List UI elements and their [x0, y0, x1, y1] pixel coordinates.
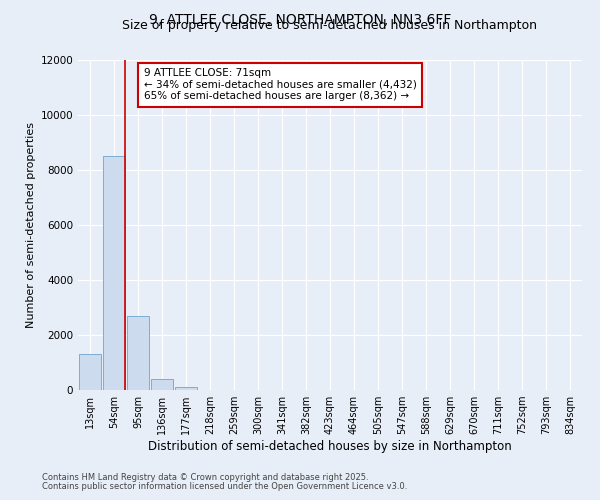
Bar — [151, 379, 173, 390]
Title: Size of property relative to semi-detached houses in Northampton: Size of property relative to semi-detach… — [122, 20, 538, 32]
Text: 9, ATTLEE CLOSE, NORTHAMPTON, NN3 6FF: 9, ATTLEE CLOSE, NORTHAMPTON, NN3 6FF — [149, 12, 451, 26]
Y-axis label: Number of semi-detached properties: Number of semi-detached properties — [26, 122, 36, 328]
Bar — [79, 354, 101, 390]
Bar — [175, 387, 197, 390]
Text: 9 ATTLEE CLOSE: 71sqm
← 34% of semi-detached houses are smaller (4,432)
65% of s: 9 ATTLEE CLOSE: 71sqm ← 34% of semi-deta… — [143, 68, 416, 102]
Text: Contains public sector information licensed under the Open Government Licence v3: Contains public sector information licen… — [42, 482, 407, 491]
Text: Contains HM Land Registry data © Crown copyright and database right 2025.: Contains HM Land Registry data © Crown c… — [42, 474, 368, 482]
X-axis label: Distribution of semi-detached houses by size in Northampton: Distribution of semi-detached houses by … — [148, 440, 512, 453]
Bar — [127, 316, 149, 390]
Bar — [103, 156, 125, 390]
